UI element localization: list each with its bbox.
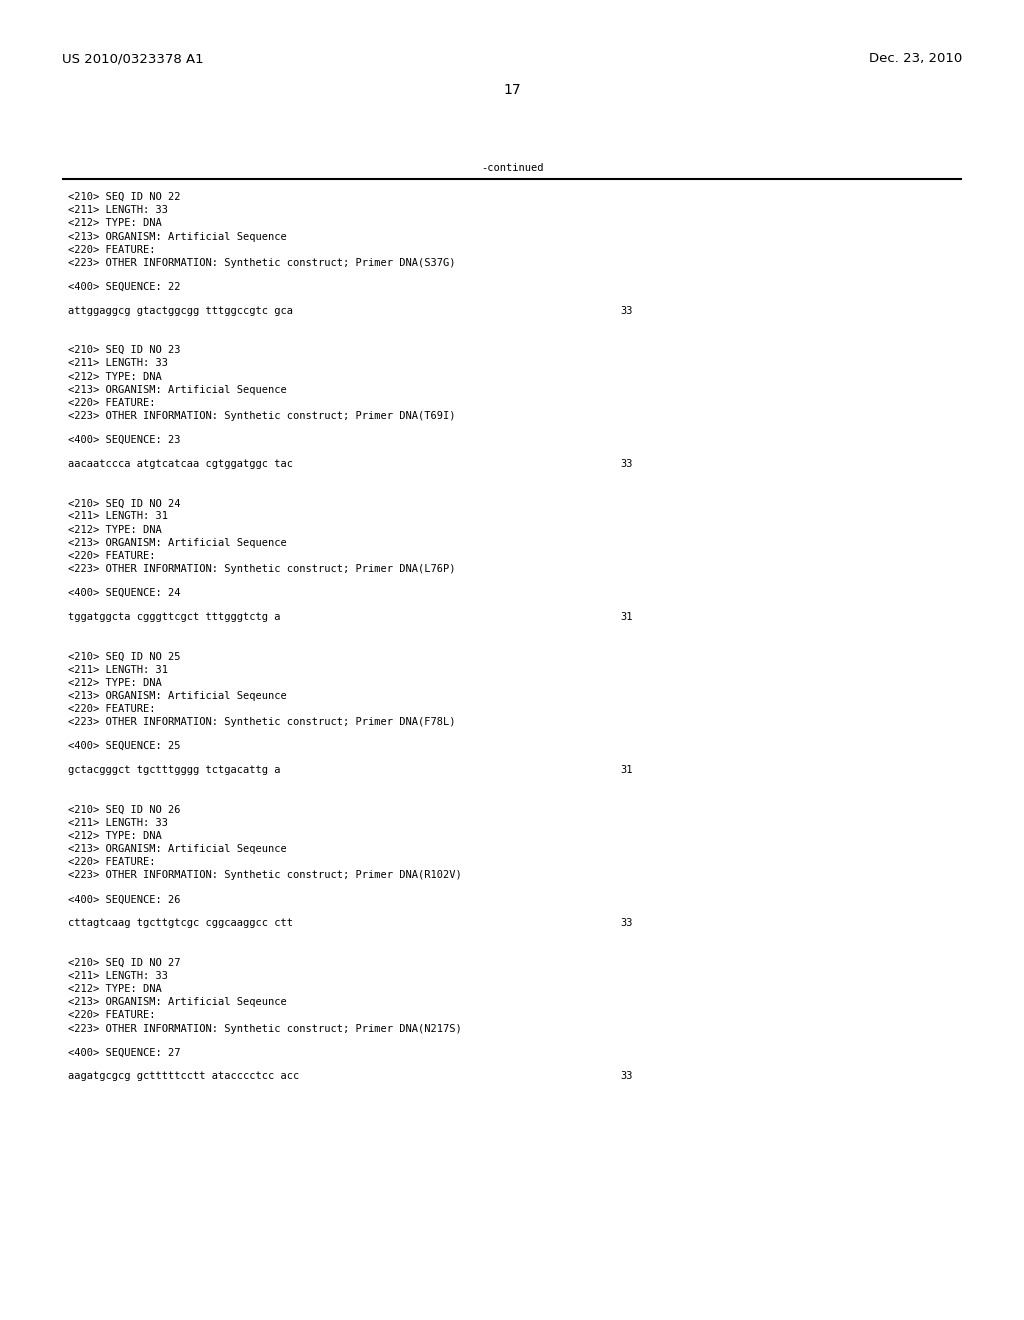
Text: <213> ORGANISM: Artificial Sequence: <213> ORGANISM: Artificial Sequence bbox=[68, 384, 287, 395]
Text: <213> ORGANISM: Artificial Seqeunce: <213> ORGANISM: Artificial Seqeunce bbox=[68, 843, 287, 854]
Text: <223> OTHER INFORMATION: Synthetic construct; Primer DNA(R102V): <223> OTHER INFORMATION: Synthetic const… bbox=[68, 870, 462, 880]
Text: <400> SEQUENCE: 22: <400> SEQUENCE: 22 bbox=[68, 281, 180, 292]
Text: <400> SEQUENCE: 27: <400> SEQUENCE: 27 bbox=[68, 1047, 180, 1057]
Text: <220> FEATURE:: <220> FEATURE: bbox=[68, 1010, 156, 1020]
Text: <213> ORGANISM: Artificial Seqeunce: <213> ORGANISM: Artificial Seqeunce bbox=[68, 690, 287, 701]
Text: <211> LENGTH: 33: <211> LENGTH: 33 bbox=[68, 817, 168, 828]
Text: <220> FEATURE:: <220> FEATURE: bbox=[68, 244, 156, 255]
Text: tggatggcta cgggttcgct tttgggtctg a: tggatggcta cgggttcgct tttgggtctg a bbox=[68, 611, 281, 622]
Text: <213> ORGANISM: Artificial Sequence: <213> ORGANISM: Artificial Sequence bbox=[68, 537, 287, 548]
Text: <400> SEQUENCE: 23: <400> SEQUENCE: 23 bbox=[68, 434, 180, 445]
Text: <212> TYPE: DNA: <212> TYPE: DNA bbox=[68, 677, 162, 688]
Text: <213> ORGANISM: Artificial Sequence: <213> ORGANISM: Artificial Sequence bbox=[68, 231, 287, 242]
Text: -continued: -continued bbox=[480, 162, 544, 173]
Text: 33: 33 bbox=[620, 458, 633, 469]
Text: <400> SEQUENCE: 25: <400> SEQUENCE: 25 bbox=[68, 741, 180, 751]
Text: US 2010/0323378 A1: US 2010/0323378 A1 bbox=[62, 51, 204, 65]
Text: <223> OTHER INFORMATION: Synthetic construct; Primer DNA(L76P): <223> OTHER INFORMATION: Synthetic const… bbox=[68, 564, 456, 574]
Text: <220> FEATURE:: <220> FEATURE: bbox=[68, 857, 156, 867]
Text: <223> OTHER INFORMATION: Synthetic construct; Primer DNA(F78L): <223> OTHER INFORMATION: Synthetic const… bbox=[68, 717, 456, 727]
Text: <212> TYPE: DNA: <212> TYPE: DNA bbox=[68, 371, 162, 381]
Text: 31: 31 bbox=[620, 764, 633, 775]
Text: cttagtcaag tgcttgtcgc cggcaaggcc ctt: cttagtcaag tgcttgtcgc cggcaaggcc ctt bbox=[68, 917, 293, 928]
Text: <210> SEQ ID NO 24: <210> SEQ ID NO 24 bbox=[68, 498, 180, 508]
Text: <210> SEQ ID NO 25: <210> SEQ ID NO 25 bbox=[68, 651, 180, 661]
Text: <223> OTHER INFORMATION: Synthetic construct; Primer DNA(S37G): <223> OTHER INFORMATION: Synthetic const… bbox=[68, 257, 456, 268]
Text: <211> LENGTH: 31: <211> LENGTH: 31 bbox=[68, 664, 168, 675]
Text: <210> SEQ ID NO 23: <210> SEQ ID NO 23 bbox=[68, 345, 180, 355]
Text: aacaatccca atgtcatcaa cgtggatggc tac: aacaatccca atgtcatcaa cgtggatggc tac bbox=[68, 458, 293, 469]
Text: gctacgggct tgctttgggg tctgacattg a: gctacgggct tgctttgggg tctgacattg a bbox=[68, 764, 281, 775]
Text: <212> TYPE: DNA: <212> TYPE: DNA bbox=[68, 524, 162, 535]
Text: <210> SEQ ID NO 26: <210> SEQ ID NO 26 bbox=[68, 804, 180, 814]
Text: <220> FEATURE:: <220> FEATURE: bbox=[68, 704, 156, 714]
Text: aagatgcgcg gctttttcctt atacccctcc acc: aagatgcgcg gctttttcctt atacccctcc acc bbox=[68, 1071, 299, 1081]
Text: <210> SEQ ID NO 22: <210> SEQ ID NO 22 bbox=[68, 191, 180, 202]
Text: 31: 31 bbox=[620, 611, 633, 622]
Text: <400> SEQUENCE: 24: <400> SEQUENCE: 24 bbox=[68, 587, 180, 598]
Text: <212> TYPE: DNA: <212> TYPE: DNA bbox=[68, 983, 162, 994]
Text: <210> SEQ ID NO 27: <210> SEQ ID NO 27 bbox=[68, 957, 180, 968]
Text: <400> SEQUENCE: 26: <400> SEQUENCE: 26 bbox=[68, 894, 180, 904]
Text: Dec. 23, 2010: Dec. 23, 2010 bbox=[868, 51, 962, 65]
Text: <213> ORGANISM: Artificial Seqeunce: <213> ORGANISM: Artificial Seqeunce bbox=[68, 997, 287, 1007]
Text: attggaggcg gtactggcgg tttggccgtc gca: attggaggcg gtactggcgg tttggccgtc gca bbox=[68, 305, 293, 315]
Text: 33: 33 bbox=[620, 917, 633, 928]
Text: <211> LENGTH: 33: <211> LENGTH: 33 bbox=[68, 205, 168, 215]
Text: <211> LENGTH: 31: <211> LENGTH: 31 bbox=[68, 511, 168, 521]
Text: <220> FEATURE:: <220> FEATURE: bbox=[68, 397, 156, 408]
Text: <211> LENGTH: 33: <211> LENGTH: 33 bbox=[68, 970, 168, 981]
Text: 33: 33 bbox=[620, 305, 633, 315]
Text: <212> TYPE: DNA: <212> TYPE: DNA bbox=[68, 830, 162, 841]
Text: <212> TYPE: DNA: <212> TYPE: DNA bbox=[68, 218, 162, 228]
Text: <223> OTHER INFORMATION: Synthetic construct; Primer DNA(T69I): <223> OTHER INFORMATION: Synthetic const… bbox=[68, 411, 456, 421]
Text: <211> LENGTH: 33: <211> LENGTH: 33 bbox=[68, 358, 168, 368]
Text: <223> OTHER INFORMATION: Synthetic construct; Primer DNA(N217S): <223> OTHER INFORMATION: Synthetic const… bbox=[68, 1023, 462, 1034]
Text: 33: 33 bbox=[620, 1071, 633, 1081]
Text: 17: 17 bbox=[503, 83, 521, 96]
Text: <220> FEATURE:: <220> FEATURE: bbox=[68, 550, 156, 561]
